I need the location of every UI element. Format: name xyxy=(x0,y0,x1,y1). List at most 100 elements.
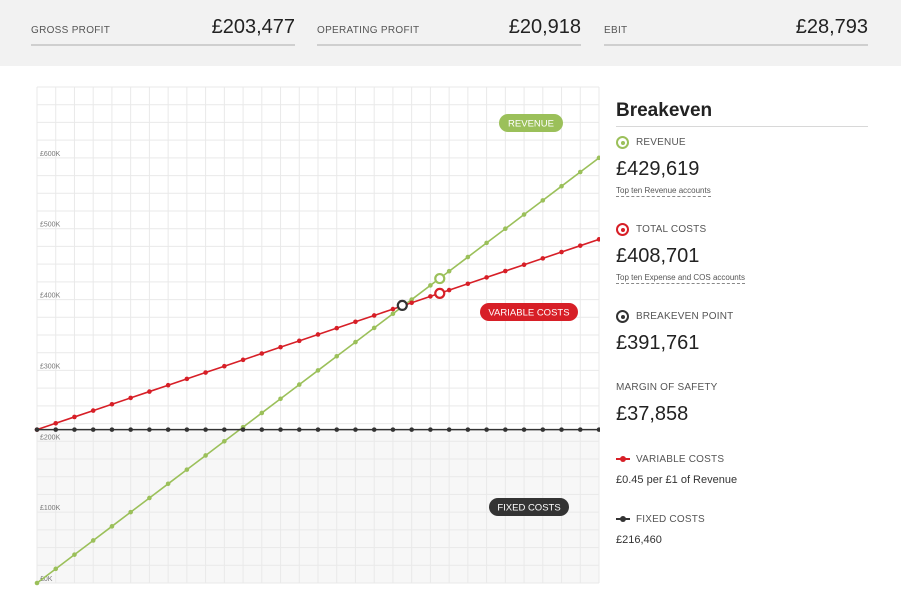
y-tick-label: £500K xyxy=(40,222,61,229)
variable-costs-point xyxy=(240,357,246,363)
fixed-costs-point xyxy=(428,427,433,432)
fixed-costs-point xyxy=(72,427,77,432)
variable-costs-point xyxy=(128,395,133,401)
variable-costs-point xyxy=(428,294,433,299)
breakeven-chart: £0K £100K £200K £300K £400K £500K £600K REVENUE… xyxy=(0,66,602,604)
revenue-marker xyxy=(434,272,446,285)
revenue-point xyxy=(503,226,508,232)
variable-costs-point xyxy=(334,325,340,331)
revenue-point xyxy=(409,297,414,302)
revenue-point xyxy=(184,467,190,472)
variable-costs-point xyxy=(90,408,96,413)
fixed-costs-point xyxy=(128,427,133,432)
variable-costs-point xyxy=(390,306,396,312)
variable-costs-point xyxy=(184,376,190,382)
title-divider xyxy=(616,126,868,127)
fixed-costs-point xyxy=(559,427,564,432)
variable-costs-point xyxy=(521,262,527,268)
fixed-costs-point xyxy=(53,427,59,432)
y-tick-label: £400K xyxy=(40,293,61,300)
fixed-costs-point xyxy=(109,427,115,432)
operating-profit-metric: OPERATING PROFIT £20,918 xyxy=(317,0,581,46)
fixed-costs-badge-label: FIXED COSTS xyxy=(497,503,560,514)
fixed-costs-point xyxy=(484,427,489,432)
variable-costs-badge xyxy=(480,303,578,321)
variable-costs-point xyxy=(278,344,283,350)
revenue-point xyxy=(540,198,546,203)
revenue-point xyxy=(353,339,358,345)
revenue-badge-label: REVENUE xyxy=(508,119,554,130)
y-tick-label: £600K xyxy=(40,151,61,158)
variable-costs-label: VARIABLE COSTS xyxy=(636,454,725,465)
revenue-point xyxy=(446,268,452,274)
revenue-point xyxy=(334,353,340,359)
y-tick-label: £100K xyxy=(40,505,61,512)
variable-costs-point xyxy=(465,281,471,287)
fixed-costs-label: FIXED COSTS xyxy=(636,514,705,525)
fixed-costs-point xyxy=(540,427,546,432)
revenue-point xyxy=(165,481,171,487)
total-costs-label: TOTAL COSTS xyxy=(636,224,707,235)
fixed-costs-point xyxy=(184,427,190,432)
revenue-badge xyxy=(499,114,563,132)
fixed-costs-point xyxy=(203,427,208,432)
fixed-costs-point xyxy=(353,427,358,432)
revenue-point xyxy=(577,169,583,175)
fixed-costs-point xyxy=(259,427,265,432)
variable-costs-point xyxy=(296,338,302,344)
variable-costs-point xyxy=(559,249,564,255)
variable-costs-point xyxy=(409,300,414,306)
revenue-point xyxy=(90,538,96,543)
fixed-costs-point xyxy=(222,427,227,432)
revenue-accounts-link[interactable]: Top ten Revenue accounts xyxy=(616,186,711,197)
total-costs-marker xyxy=(434,287,446,300)
variable-costs-point xyxy=(259,351,265,356)
fixed-costs-point xyxy=(390,427,396,432)
variable-costs-point xyxy=(222,363,227,369)
fixed-costs-point xyxy=(296,427,302,432)
variable-costs-point xyxy=(72,414,77,420)
revenue-point xyxy=(521,212,527,217)
fixed-costs-badge xyxy=(489,498,569,516)
fixed-costs-point xyxy=(240,427,246,432)
ebit-metric: EBIT £28,793 xyxy=(604,0,868,46)
y-tick-label: £0K xyxy=(40,576,53,583)
variable-costs-point xyxy=(53,420,59,426)
variable-costs-point xyxy=(484,275,489,280)
revenue-point xyxy=(222,438,227,444)
revenue-point xyxy=(147,495,152,501)
variable-costs-point xyxy=(446,287,452,293)
variable-costs-point xyxy=(371,313,377,318)
revenue-point xyxy=(390,311,396,317)
revenue-label: REVENUE xyxy=(636,137,686,148)
cost-accounts-link[interactable]: Top ten Expense and COS accounts xyxy=(616,273,745,284)
variable-costs-line-icon xyxy=(616,456,630,462)
fixed-costs-point xyxy=(446,427,452,432)
gross-profit-value: £203,477 xyxy=(211,16,295,38)
fixed-costs-point xyxy=(577,427,583,432)
breakeven-point-marker xyxy=(396,299,408,312)
fixed-costs-point xyxy=(371,427,377,432)
revenue-point xyxy=(278,396,283,402)
revenue-point xyxy=(53,566,59,572)
margin-of-safety-value: £37,858 xyxy=(616,403,689,425)
metrics-bar: GROSS PROFIT £203,477 OPERATING PROFIT £… xyxy=(0,0,901,66)
total-costs-marker-icon xyxy=(616,223,629,236)
revenue-value: £429,619 xyxy=(616,158,700,180)
operating-profit-label: OPERATING PROFIT xyxy=(317,25,420,36)
variable-costs-point xyxy=(203,370,208,375)
fixed-costs-value: £216,460 xyxy=(616,534,662,546)
breakeven-title: Breakeven xyxy=(616,100,713,121)
operating-profit-value: £20,918 xyxy=(508,16,581,38)
revenue-point xyxy=(259,410,265,416)
revenue-point xyxy=(72,552,77,557)
revenue-point xyxy=(465,254,471,260)
variable-costs-point xyxy=(147,389,152,394)
margin-of-safety-label: MARGIN OF SAFETY xyxy=(616,382,718,393)
revenue-point xyxy=(484,240,489,246)
breakeven-point-marker-icon xyxy=(616,310,629,323)
ebit-value: £28,793 xyxy=(795,16,868,38)
total-costs-value: £408,701 xyxy=(616,245,700,267)
fixed-costs-point xyxy=(521,427,527,432)
variable-costs-point xyxy=(503,268,508,274)
